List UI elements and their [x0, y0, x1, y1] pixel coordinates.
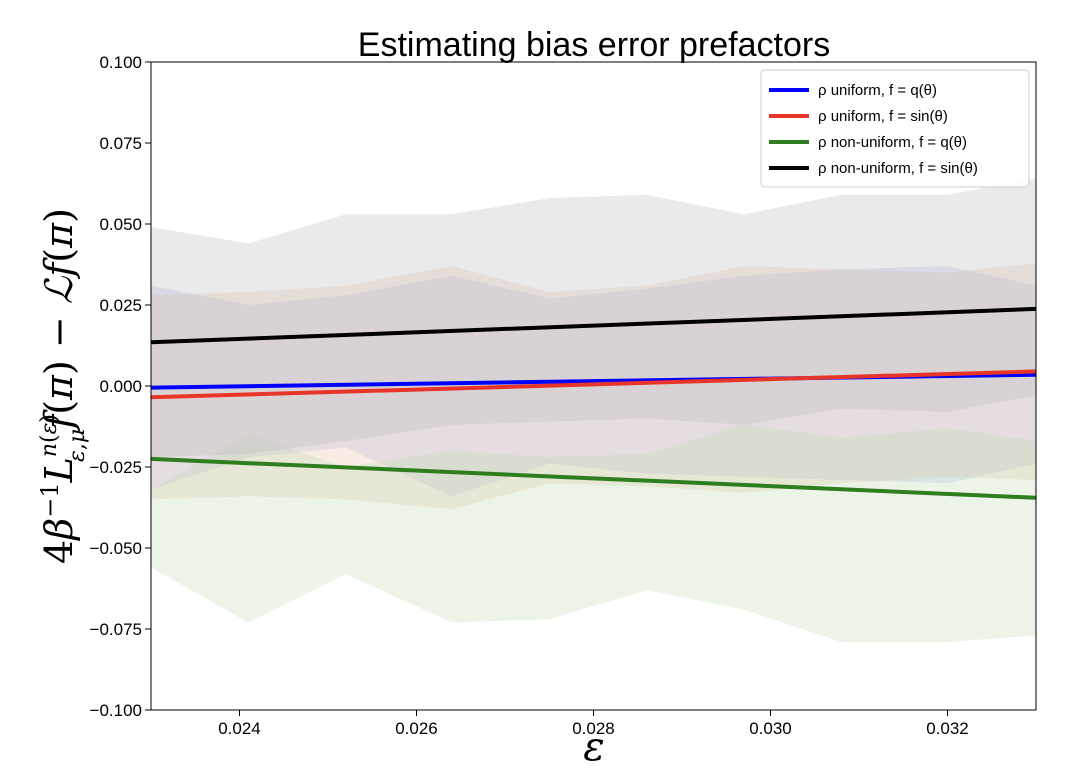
x-tick-label: 0.026 [395, 719, 438, 738]
confidence-bands [151, 178, 1036, 642]
y-tick-label: −0.025 [90, 458, 142, 477]
y-tick-label: −0.075 [90, 620, 142, 639]
x-tick-label: 0.024 [218, 719, 261, 738]
x-axis-label: ε [583, 724, 604, 770]
y-tick-label: −0.050 [90, 539, 142, 558]
legend-label: ρ uniform, f = sin(θ) [818, 108, 948, 125]
band-series-4 [151, 178, 1036, 458]
y-tick-label: 0.075 [99, 134, 142, 153]
line-series-3 [150, 456, 1037, 500]
x-axis-ticks: 0.024 0.026 0.028 0.030 0.032 [218, 710, 969, 738]
line-series-4 [150, 306, 1037, 345]
legend-box [760, 69, 1030, 188]
y-axis-label: 4β−1Ln(ε)ε,μf(π) − ℒf(π) [36, 208, 90, 564]
legend-label: ρ uniform, f = q(θ) [818, 82, 937, 99]
y-tick-label: −0.100 [90, 701, 142, 720]
y-axis-ticks: −0.100 −0.075 −0.050 −0.025 0.000 0.025 0.050 0… [90, 53, 151, 720]
legend-label: ρ non-uniform, f = q(θ) [818, 134, 967, 151]
chart-title: Estimating bias error prefactors [358, 26, 830, 64]
y-tick-label: 0.000 [99, 377, 142, 396]
x-tick-label: 0.028 [572, 719, 615, 738]
band-series-3 [151, 424, 1036, 642]
y-tick-label: 0.100 [99, 53, 142, 72]
y-tick-label: 0.050 [99, 215, 142, 234]
legend: ρ uniform, f = q(θ) ρ uniform, f = sin(θ)… [760, 69, 1030, 188]
line-series-2 [150, 369, 1037, 400]
series-lines [150, 306, 1037, 500]
legend-label: ρ non-uniform, f = sin(θ) [818, 160, 978, 177]
x-tick-label: 0.030 [749, 719, 792, 738]
x-tick-label: 0.032 [926, 719, 969, 738]
y-tick-label: 0.025 [99, 296, 142, 315]
